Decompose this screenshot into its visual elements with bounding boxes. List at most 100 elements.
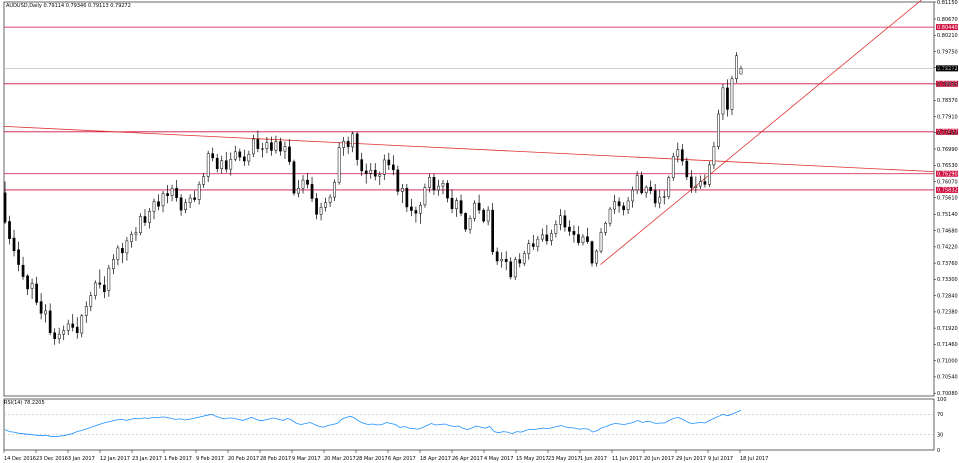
candle-bullish xyxy=(662,196,666,198)
candle-bullish xyxy=(274,141,278,151)
candle-bullish xyxy=(631,189,634,202)
candle-bullish xyxy=(721,87,725,115)
time-tick-label: 6 Apr 2017 xyxy=(388,456,416,462)
candle-bullish xyxy=(473,202,476,219)
candle-bearish xyxy=(509,261,513,278)
candle-bullish xyxy=(251,138,255,155)
candle-bearish xyxy=(292,161,296,194)
rsi-line xyxy=(4,409,742,438)
candle-bearish xyxy=(464,213,467,230)
price-tick-label: 0.79290 xyxy=(937,66,958,72)
candle-bullish xyxy=(93,282,97,296)
candle-bullish xyxy=(455,200,458,209)
price-tick-label: 0.76070 xyxy=(937,179,958,185)
candle-bearish xyxy=(572,231,576,235)
candle-bearish xyxy=(364,170,368,174)
time-tick-label: 18 Apr 2017 xyxy=(420,456,451,462)
candle-bearish xyxy=(53,332,57,340)
candle-bullish xyxy=(148,210,151,223)
time-tick-label: 23 Jan 2017 xyxy=(132,456,162,462)
candle-bullish xyxy=(369,169,373,174)
candle-bullish xyxy=(337,147,341,183)
price-tick-label: 0.72840 xyxy=(937,293,958,299)
candle-bullish xyxy=(197,184,201,200)
candle-bullish xyxy=(112,258,115,270)
price-level-tag xyxy=(936,24,958,31)
time-tick-label: 20 Mar 2017 xyxy=(324,456,356,462)
candle-bearish xyxy=(545,234,549,242)
candle-bullish xyxy=(671,156,675,178)
time-tick-label: 11 Jun 2017 xyxy=(612,456,642,462)
price-level-label: 0.80440 xyxy=(937,25,958,31)
chart-frame xyxy=(3,1,935,451)
candle-bullish xyxy=(233,151,237,160)
candle-bearish xyxy=(726,87,729,110)
time-tick-label: 28 Mar 2017 xyxy=(356,456,388,462)
candle-bearish xyxy=(518,259,522,264)
candle-bearish xyxy=(482,209,485,222)
time-tick-label: 29 Jun 2017 xyxy=(676,456,706,462)
price-level-label: 0.77477 xyxy=(937,130,958,136)
time-tick-label: 20 Feb 2017 xyxy=(228,456,259,462)
price-tick-label: 0.77910 xyxy=(937,114,958,120)
time-tick-label: 26 Apr 2017 xyxy=(452,456,483,462)
price-tick-label: 0.76990 xyxy=(937,147,958,153)
candle-bullish xyxy=(536,238,540,247)
time-tick-label: 4 May 2017 xyxy=(484,456,513,462)
candle-bearish xyxy=(98,282,102,285)
time-tick-label: 14 Dec 2016 xyxy=(4,456,36,462)
price-tick-label: 0.71460 xyxy=(937,342,958,348)
candle-bearish xyxy=(211,153,215,159)
price-tick-label: 0.81150 xyxy=(937,0,958,6)
candle-bullish xyxy=(419,204,422,214)
candle-bearish xyxy=(689,176,693,188)
candle-bearish xyxy=(315,198,318,215)
time-tick-label: 3 Jan 2017 xyxy=(68,456,95,462)
price-tick-label: 0.78830 xyxy=(937,82,958,88)
price-tick-label: 0.71920 xyxy=(937,326,958,332)
price-tick-label: 0.79750 xyxy=(937,49,958,55)
descending-trend-line xyxy=(3,125,935,173)
time-axis: 14 Dec 2016 23 Dec 2016 3 Jan 2017 12 Jan 2… xyxy=(3,450,768,462)
candle-bearish xyxy=(391,164,395,171)
candle-bearish xyxy=(360,159,364,172)
candle-bullish xyxy=(319,207,323,215)
candle-bearish xyxy=(143,216,147,223)
candle-bullish xyxy=(604,222,607,233)
candle-bearish xyxy=(238,151,242,158)
candle-bullish xyxy=(328,196,332,203)
candle-bearish xyxy=(491,209,495,253)
price-level-tag xyxy=(936,65,958,72)
candle-bearish xyxy=(288,146,291,162)
rsi-tick-label: 0 xyxy=(937,448,940,454)
candle-bearish xyxy=(459,200,463,214)
candle-bearish xyxy=(680,149,684,162)
candle-bullish xyxy=(265,142,269,149)
rsi-header: RSI(14) 78.2205 xyxy=(4,400,45,406)
candle-bullish xyxy=(739,68,743,75)
candle-bullish xyxy=(206,153,210,177)
candle-bullish xyxy=(468,218,472,230)
candle-bearish xyxy=(577,234,580,243)
candle-bullish xyxy=(351,133,355,148)
candle-bearish xyxy=(563,215,567,228)
candle-bearish xyxy=(396,169,400,192)
candle-bullish xyxy=(261,148,264,150)
candle-bullish xyxy=(130,233,133,242)
time-tick-label: 1 Feb 2017 xyxy=(164,456,192,462)
rsi-tick-label: 100 xyxy=(937,397,947,403)
candle-bullish xyxy=(84,305,88,316)
price-level-label: 0.79272 xyxy=(937,66,958,72)
price-tick-label: 0.80670 xyxy=(937,17,958,23)
candle-bullish xyxy=(400,187,404,192)
candle-bearish xyxy=(71,323,75,328)
candle-bearish xyxy=(410,206,413,211)
candle-bullish xyxy=(717,113,720,147)
candle-bearish xyxy=(373,169,377,177)
candle-bullish xyxy=(613,201,616,210)
time-tick-label: 23 May 2017 xyxy=(548,456,581,462)
candle-bullish xyxy=(423,187,427,206)
candle-bearish xyxy=(224,160,228,170)
candle-bearish xyxy=(346,140,350,148)
